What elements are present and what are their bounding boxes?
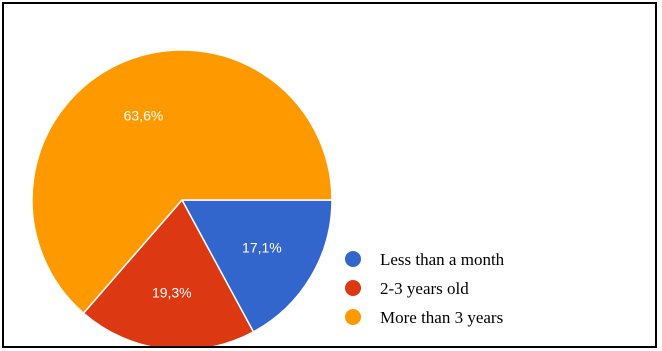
pie-slice-0 bbox=[180, 199, 333, 333]
slice-data-label-1: 19,3% bbox=[152, 284, 192, 300]
legend: Less than a month 2-3 years old More than … bbox=[345, 250, 505, 327]
slice-data-label-2: 63,6% bbox=[124, 107, 164, 123]
pie-slice-2 bbox=[31, 49, 333, 315]
legend-marker-2 bbox=[345, 309, 361, 325]
legend-marker-0 bbox=[345, 251, 361, 267]
legend-label-0: Less than a month bbox=[380, 250, 505, 269]
slice-labels: 17,1% 19,3% 63,6% bbox=[124, 107, 282, 300]
pie-slices bbox=[31, 49, 333, 346]
pie-slice-1 bbox=[82, 198, 255, 346]
slice-data-label-0: 17,1% bbox=[242, 240, 282, 256]
legend-label-1: 2-3 years old bbox=[380, 279, 469, 298]
chart-frame: 17,1% 19,3% 63,6% Less than a month 2-3 yea… bbox=[2, 2, 657, 348]
legend-label-2: More than 3 years bbox=[380, 308, 503, 327]
pie-chart: 17,1% 19,3% 63,6% Less than a month 2-3 yea… bbox=[31, 49, 505, 346]
legend-marker-1 bbox=[345, 280, 361, 296]
